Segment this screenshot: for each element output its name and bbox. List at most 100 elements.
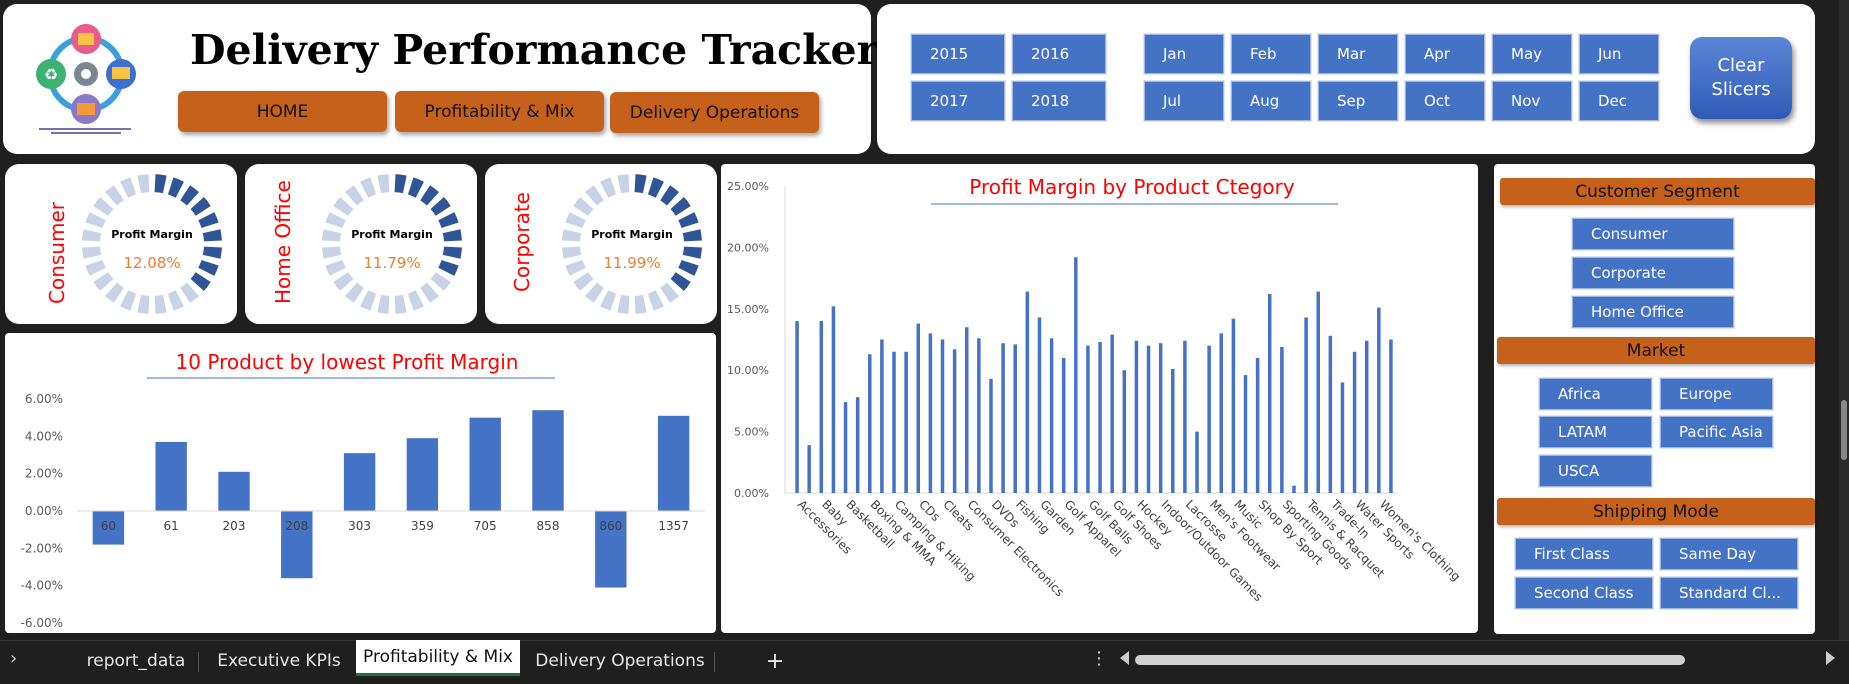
donut-segment [155,174,167,193]
donut-segment [203,247,222,259]
bar [1341,382,1345,493]
donut-segment [137,295,149,314]
donut-segment [431,272,451,291]
year-2015-button[interactable]: 2015 [911,34,1005,74]
scroll-left-icon[interactable] [1120,651,1129,665]
bar [1377,308,1381,493]
chart-title: Profit Margin by Product Ctegory [969,175,1295,199]
scroll-right-icon[interactable] [1826,651,1835,665]
bar [941,340,945,494]
corporate-profit-margin-donut: Profit Margin 11.99% [547,164,717,324]
y-tick-label: 5.00% [734,426,769,439]
donut-segment [198,260,218,276]
kpi-card-corporate: Corporate Profit Margin 11.99% [485,164,717,324]
home-nav-button[interactable]: HOME [178,91,387,132]
bar [1183,341,1187,493]
sheet-nav-chevron-icon[interactable]: › [10,648,17,669]
donut-segment [120,290,136,310]
month-apr-button[interactable]: Apr [1405,34,1485,74]
donut-segment [93,197,113,216]
year-2018-button[interactable]: 2018 [1012,81,1106,121]
bar [1062,358,1066,493]
tab-report-data[interactable]: report_data [74,646,198,676]
donut-segment [325,212,345,228]
donut-segment [85,212,105,228]
vertical-scrollbar[interactable] [1839,0,1849,640]
donut-segment [325,260,345,276]
bar [844,402,848,493]
tab-delivery-operations[interactable]: Delivery Operations [532,646,708,676]
month-mar-button[interactable]: Mar [1318,34,1398,74]
bar [1195,432,1199,493]
month-jun-button[interactable]: Jun [1579,34,1659,74]
bar [1292,486,1296,493]
donut-segment [585,185,604,205]
month-dec-button[interactable]: Dec [1579,81,1659,121]
kpi-card-consumer: Consumer Profit Margin 12.08% [5,164,237,324]
chart-title: 10 Product by lowest Profit Margin [176,350,519,374]
shipping-first-class-button[interactable]: First Class [1515,538,1653,570]
donut-label: Profit Margin [351,228,433,241]
donut-segment [438,212,458,228]
add-sheet-button[interactable]: + [760,646,790,676]
tab-profitability-mix[interactable]: Profitability & Mix [356,640,520,676]
delivery-operations-nav-button[interactable]: Delivery Operations [610,92,819,133]
shipping-standard-class-button[interactable]: Standard Cl... [1660,577,1798,609]
donut-segment [333,197,353,216]
x-tick-label: 858 [537,519,560,533]
donut-label: Profit Margin [591,228,673,241]
market-latam-button[interactable]: LATAM [1539,416,1652,448]
svg-text:♻: ♻ [44,65,58,84]
bar [917,324,921,493]
month-jan-button[interactable]: Jan [1144,34,1224,74]
bar [856,397,860,493]
bar [344,453,375,511]
profitability-nav-button[interactable]: Profitability & Mix [395,91,604,132]
month-nov-button[interactable]: Nov [1492,81,1572,121]
horizontal-scrollbar[interactable] [1135,655,1685,665]
market-europe-button[interactable]: Europe [1660,378,1773,410]
market-africa-button[interactable]: Africa [1539,378,1652,410]
donut-segment [420,283,439,303]
bar [904,352,908,493]
segment-corporate-button[interactable]: Corporate [1572,257,1734,289]
donut-segment [431,197,451,216]
donut-segment [180,283,199,303]
clear-slicers-button[interactable]: Clear Slicers [1690,37,1792,119]
donut-segment [191,272,211,291]
bar [953,349,957,493]
donut-segment [322,247,341,259]
month-oct-button[interactable]: Oct [1405,81,1485,121]
month-jul-button[interactable]: Jul [1144,81,1224,121]
bar [820,321,824,493]
year-2016-button[interactable]: 2016 [1012,34,1106,74]
month-feb-button[interactable]: Feb [1231,34,1311,74]
segment-consumer-button[interactable]: Consumer [1572,218,1734,250]
page-title: Delivery Performance Tracker [190,26,830,74]
segment-home-office-button[interactable]: Home Office [1572,296,1734,328]
shipping-second-class-button[interactable]: Second Class [1515,577,1653,609]
market-pacific-asia-button[interactable]: Pacific Asia [1660,416,1773,448]
month-may-button[interactable]: May [1492,34,1572,74]
shipping-same-day-button[interactable]: Same Day [1660,538,1798,570]
market-usca-button[interactable]: USCA [1539,455,1652,487]
bar [807,445,811,493]
bar [892,352,896,493]
donut-segment [600,290,616,310]
donut-segment [345,185,364,205]
y-tick-label: -4.00% [21,579,63,593]
x-tick-label: 359 [411,519,434,533]
bar [1026,292,1030,493]
y-tick-label: 25.00% [727,180,769,193]
month-sep-button[interactable]: Sep [1318,81,1398,121]
tab-executive-kpis[interactable]: Executive KPIs [208,646,350,676]
more-options-icon[interactable]: ⋮ [1090,648,1108,669]
donut-segment [683,229,702,241]
month-aug-button[interactable]: Aug [1231,81,1311,121]
donut-segment [82,229,101,241]
donut-segment [562,247,581,259]
donut-segment [408,290,424,310]
customer-segment-header: Customer Segment [1500,178,1815,205]
donut-segment [180,185,199,205]
year-2017-button[interactable]: 2017 [911,81,1005,121]
